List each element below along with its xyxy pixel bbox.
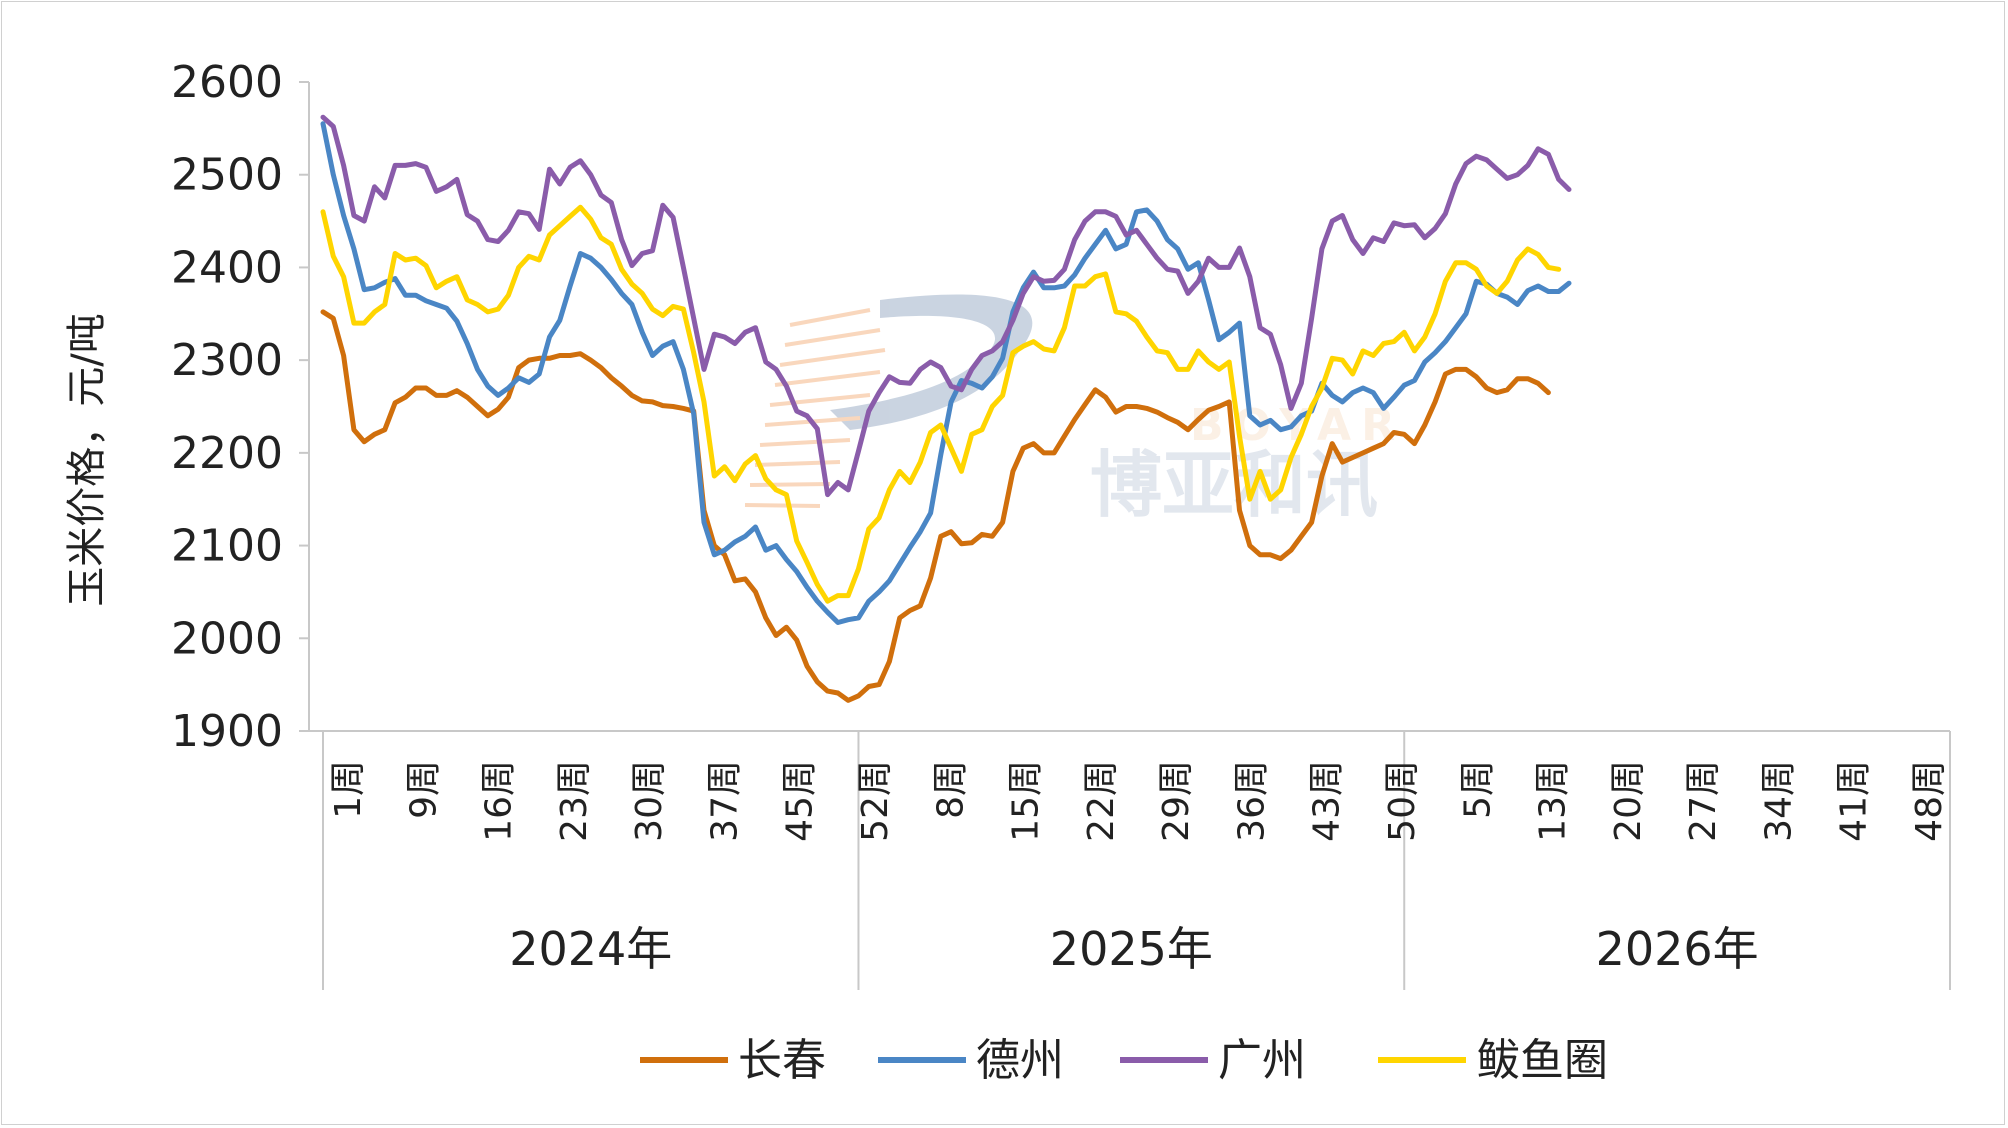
series-line-广州 bbox=[320, 114, 1572, 498]
y-tick-label: 2100 bbox=[171, 521, 283, 572]
x-tick-label: 37周 bbox=[704, 760, 745, 842]
axes bbox=[308, 82, 1951, 990]
x-tick-label: 5周 bbox=[1457, 760, 1498, 819]
y-axis-ticks: 1900 2000 2100 2200 2300 2400 2500 2600 bbox=[171, 57, 309, 757]
x-tick-label: 30周 bbox=[629, 760, 670, 842]
x-tick-label: 20周 bbox=[1608, 760, 1649, 842]
x-tick-label: 34周 bbox=[1758, 760, 1799, 842]
y-tick-label: 2400 bbox=[171, 242, 283, 293]
legend-label: 德州 bbox=[976, 1035, 1064, 1086]
x-tick-label: 45周 bbox=[780, 760, 821, 842]
x-tick-label: 9周 bbox=[403, 760, 444, 819]
x-tick-label: 41周 bbox=[1834, 760, 1875, 842]
y-tick-label: 2200 bbox=[171, 428, 283, 479]
x-tick-label: 43周 bbox=[1307, 760, 1348, 842]
x-tick-label: 29周 bbox=[1156, 760, 1197, 842]
x-tick-label: 15周 bbox=[1006, 760, 1047, 842]
y-tick-label: 2000 bbox=[171, 613, 283, 664]
series-line-德州 bbox=[320, 121, 1572, 625]
x-tick-label: 50周 bbox=[1382, 760, 1423, 842]
y-tick-label: 2500 bbox=[171, 150, 283, 201]
x-tick-label: 48周 bbox=[1909, 760, 1950, 842]
year-label: 2026年 bbox=[1596, 922, 1759, 976]
x-tick-label: 8周 bbox=[930, 760, 971, 819]
x-tick-label: 22周 bbox=[1081, 760, 1122, 842]
legend: 长春 德州 广州 鲅鱼圈 bbox=[640, 1035, 1608, 1086]
year-label: 2025年 bbox=[1050, 922, 1213, 976]
series-layer bbox=[320, 114, 1572, 703]
x-tick-label: 13周 bbox=[1533, 760, 1574, 842]
year-label: 2024年 bbox=[509, 922, 672, 976]
x-axis-ticks: 1周 9周 16周 23周 30周 37周 45周 52周 8周 15周 22周 29周 36周 43周 5… bbox=[328, 760, 1950, 842]
series-line-鲅鱼圈 bbox=[320, 204, 1562, 604]
legend-label: 长春 bbox=[738, 1035, 826, 1086]
y-tick-label: 1900 bbox=[171, 706, 283, 757]
x-tick-label: 36周 bbox=[1231, 760, 1272, 842]
legend-label: 广州 bbox=[1218, 1035, 1306, 1086]
x-tick-label: 1周 bbox=[328, 760, 369, 819]
y-axis-label: 玉米价格，元/吨 bbox=[64, 313, 110, 606]
x-tick-label: 23周 bbox=[554, 760, 595, 842]
x-tick-label: 27周 bbox=[1683, 760, 1724, 842]
y-tick-label: 2600 bbox=[171, 57, 283, 108]
x-tick-label: 52周 bbox=[855, 760, 896, 842]
year-labels: 2024年 2025年 2026年 bbox=[509, 922, 1758, 976]
y-tick-label: 2300 bbox=[171, 335, 283, 386]
series-line-长春 bbox=[320, 309, 1551, 703]
x-tick-label: 16周 bbox=[479, 760, 520, 842]
legend-label: 鲅鱼圈 bbox=[1476, 1035, 1608, 1086]
watermark-logo: BOYAR 博亚和讯 bbox=[744, 294, 1395, 527]
